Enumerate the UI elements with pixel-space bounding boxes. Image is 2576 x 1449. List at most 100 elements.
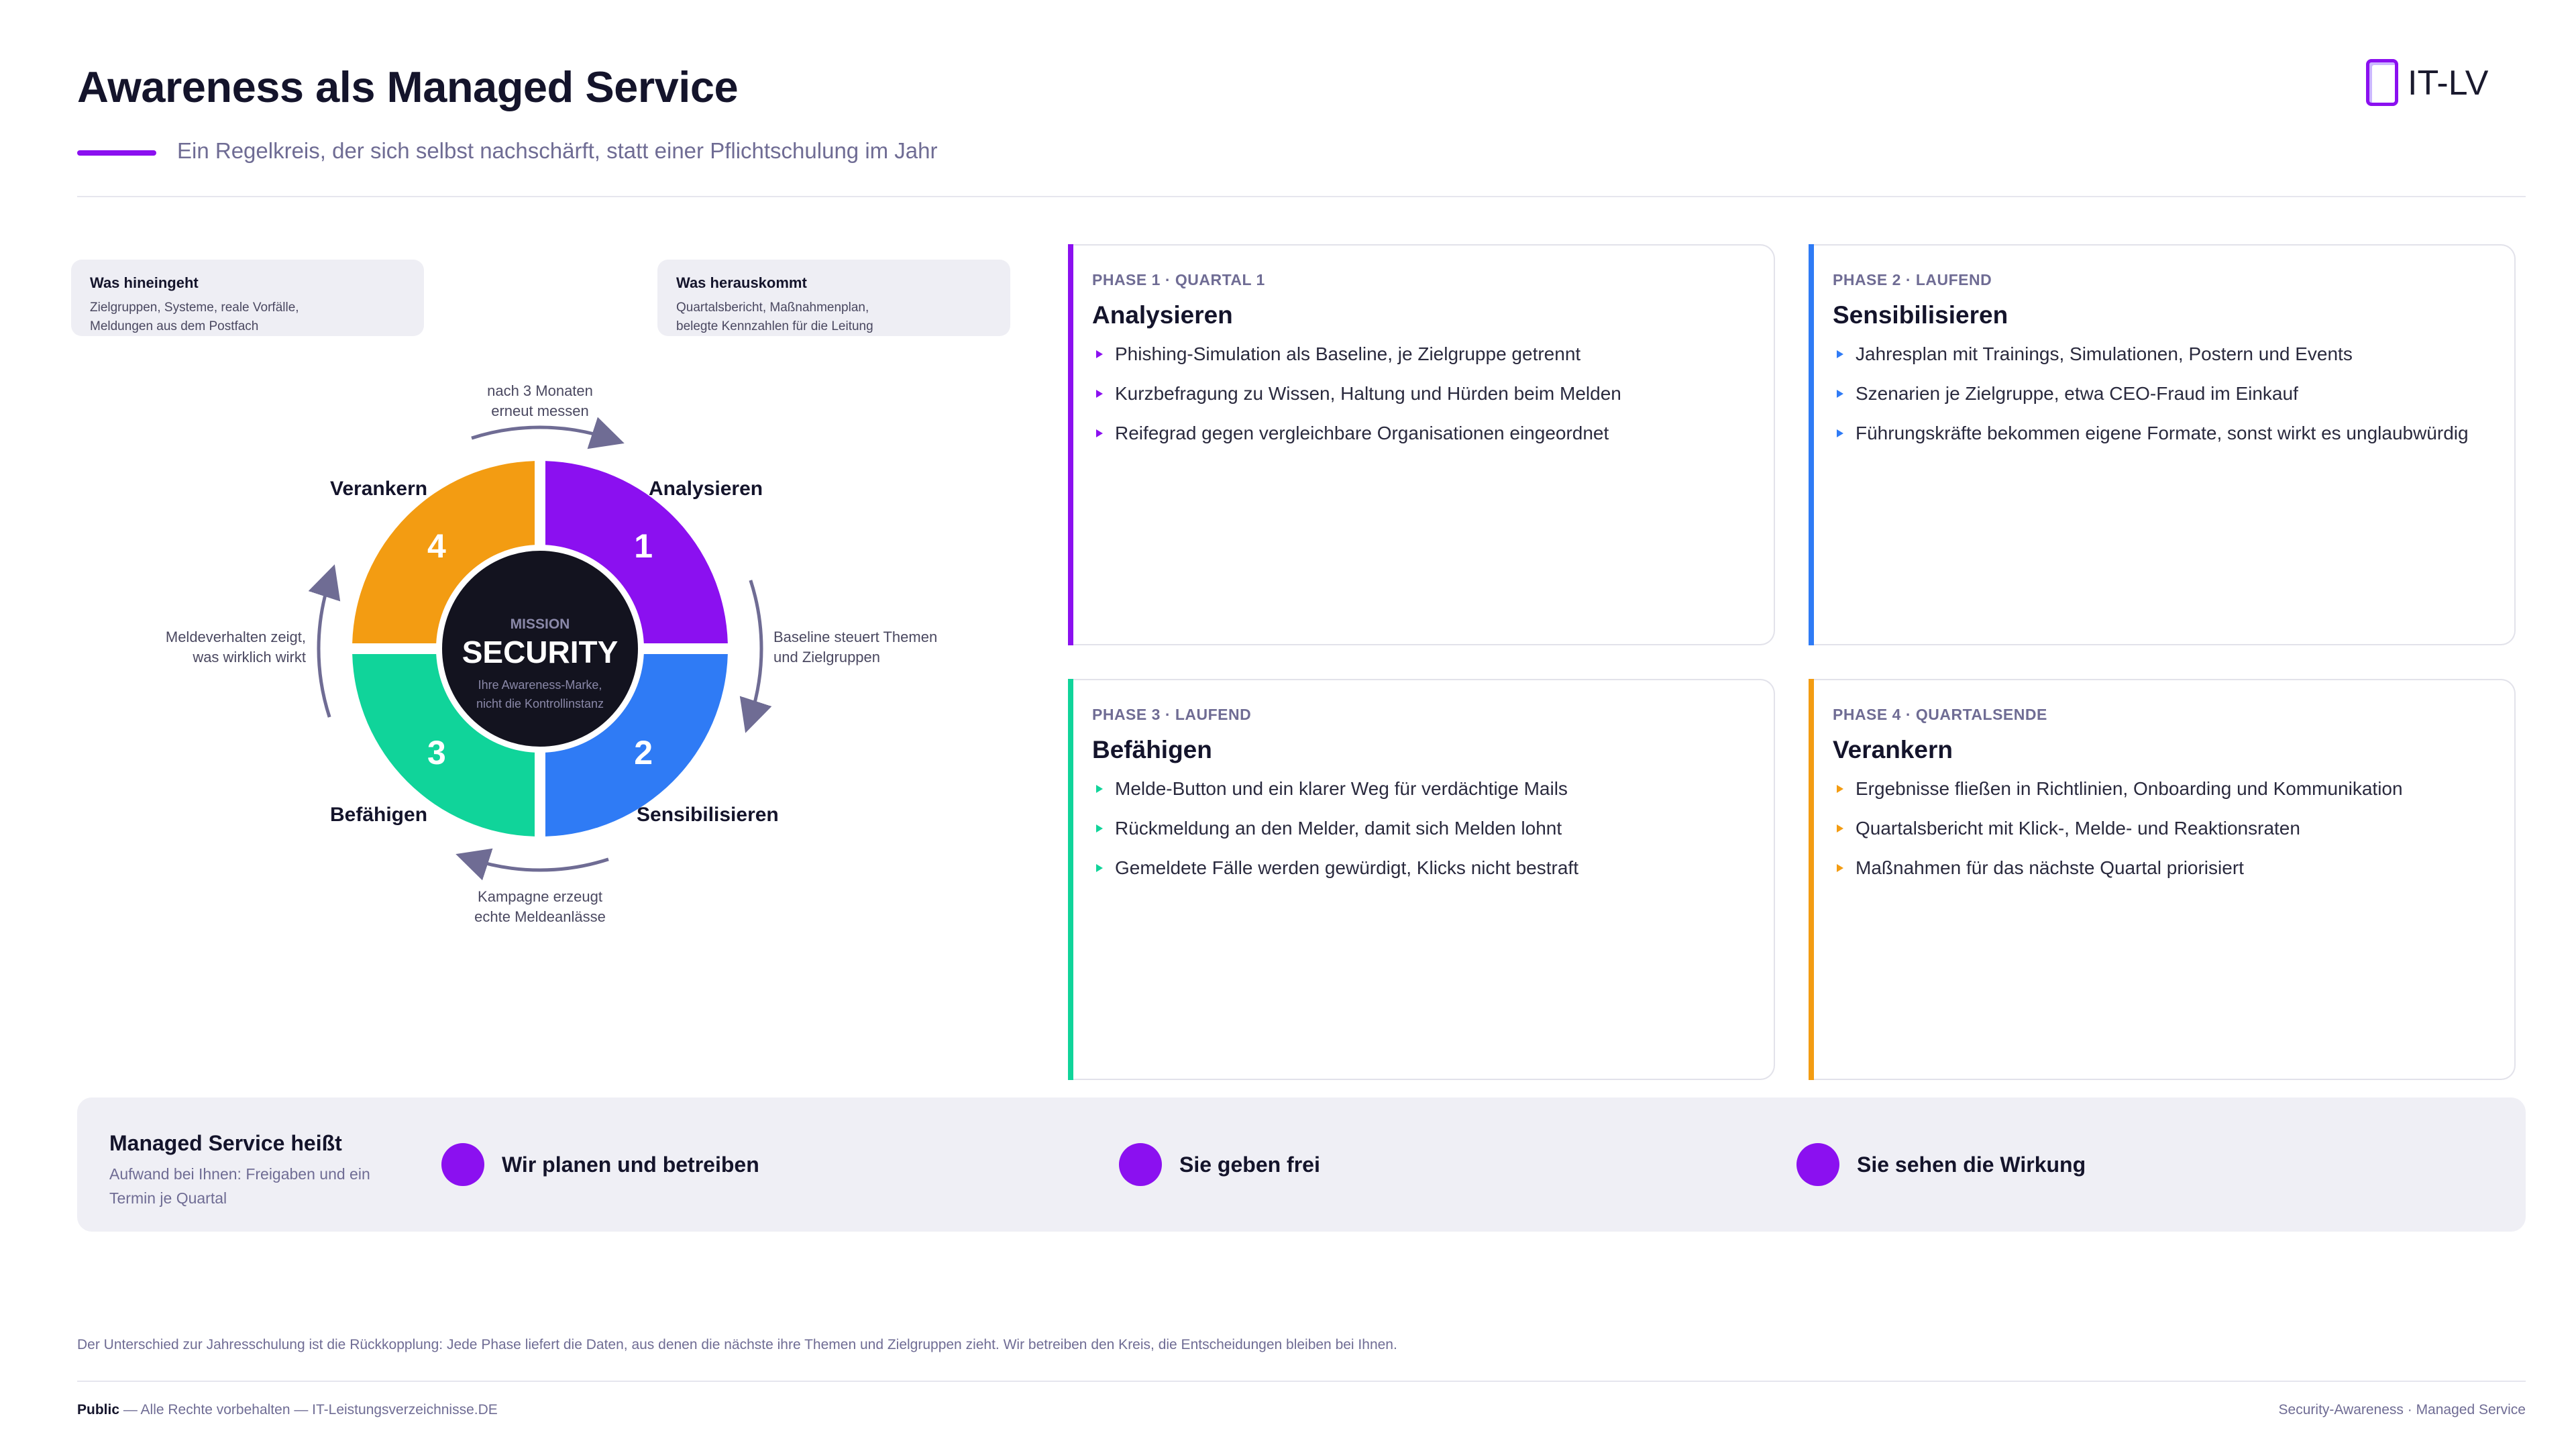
inputs-box-line2: Meldungen aus dem Postfach bbox=[90, 319, 259, 333]
pill-dot-icon bbox=[441, 1143, 484, 1186]
phase-card-4-title: Verankern bbox=[1833, 736, 1953, 763]
bullet-item: Gemeldete Fälle werden gewürdigt, Klicks… bbox=[1092, 855, 1754, 881]
inputs-box-title: Was hineingeht bbox=[90, 274, 199, 291]
outputs-box: Was herauskommt Quartalsbericht, Maßnahm… bbox=[657, 260, 1010, 336]
center-sub1: Ihre Awareness-Marke, bbox=[478, 678, 602, 692]
footer-classification: Public bbox=[77, 1402, 120, 1417]
arrow-left-icon bbox=[308, 564, 341, 718]
arrow-right-icon bbox=[739, 580, 772, 733]
phase-card-4-phase: PHASE 4 · QUARTALSENDE bbox=[1833, 706, 2047, 723]
arrow-bottom-icon bbox=[455, 848, 609, 881]
bullet-triangle-icon bbox=[1096, 390, 1103, 398]
note-right-line2: und Zielgruppen bbox=[773, 649, 881, 665]
phase-card-3-phase: PHASE 3 · LAUFEND bbox=[1092, 706, 1252, 723]
title-accent-line bbox=[77, 150, 156, 156]
bullet-item: Reifegrad gegen vergleichbare Organisati… bbox=[1092, 421, 1754, 446]
strip-subtitle: Aufwand bei Ihnen: Freigaben und ein Ter… bbox=[109, 1162, 405, 1210]
center-sub2: nicht die Kontrollinstanz bbox=[476, 697, 604, 710]
phase-card-3-title: Befähigen bbox=[1092, 736, 1212, 763]
outputs-box-title: Was herauskommt bbox=[676, 274, 807, 291]
pill-label-approve: Sie geben frei bbox=[1179, 1152, 1320, 1177]
phase-card-3-bullets: Melde-Button und ein klarer Weg für verd… bbox=[1092, 776, 1754, 881]
phase-card-4: PHASE 4 · QUARTALSENDE Verankern Ergebni… bbox=[1809, 679, 2516, 1080]
cycle-segment-number-4: 4 bbox=[427, 527, 446, 565]
note-bottom-line1: Kampagne erzeugt bbox=[478, 888, 602, 905]
phase-card-4-bar bbox=[1809, 679, 1814, 1080]
bullet-item: Führungskräfte bekommen eigene Formate, … bbox=[1833, 421, 2494, 446]
note-top-line2: erneut messen bbox=[491, 402, 589, 419]
bullet-triangle-icon bbox=[1096, 429, 1103, 437]
phase-card-2: PHASE 2 · LAUFEND Sensibilisieren Jahres… bbox=[1809, 244, 2516, 645]
bullet-triangle-icon bbox=[1096, 864, 1103, 872]
note-left-line2: was wirklich wirkt bbox=[193, 649, 306, 665]
footer-left: Public — Alle Rechte vorbehalten — IT-Le… bbox=[77, 1402, 498, 1418]
outputs-box-line1: Quartalsbericht, Maßnahmenplan, bbox=[676, 301, 869, 315]
segment-label-analysieren: Analysieren bbox=[649, 478, 763, 500]
cycle-segment-2 bbox=[545, 653, 728, 837]
bullet-item: Phishing-Simulation als Baseline, je Zie… bbox=[1092, 341, 1754, 367]
bullet-item: Kurzbefragung zu Wissen, Haltung und Hür… bbox=[1092, 381, 1754, 407]
phase-card-1: PHASE 1 · QUARTAL 1 Analysieren Phishing… bbox=[1068, 244, 1775, 645]
footer-divider bbox=[77, 1381, 2526, 1382]
note-left-line1: Meldeverhalten zeigt, bbox=[165, 629, 306, 645]
bullet-item: Ergebnisse fließen in Richtlinien, Onboa… bbox=[1833, 776, 2494, 802]
bullet-triangle-icon bbox=[1837, 390, 1843, 398]
pill-dot-icon bbox=[1119, 1143, 1162, 1186]
managed-service-strip: Managed Service heißt Aufwand bei Ihnen:… bbox=[77, 1097, 2526, 1232]
page-subtitle: Ein Regelkreis, der sich selbst nachschä… bbox=[177, 138, 938, 163]
bullet-triangle-icon bbox=[1837, 864, 1843, 872]
footnote: Der Unterschied zur Jahresschulung ist d… bbox=[77, 1337, 1397, 1352]
note-bottom-line2: echte Meldeanlässe bbox=[474, 908, 606, 925]
footer-copyright: — Alle Rechte vorbehalten — IT-Leistungs… bbox=[119, 1402, 498, 1417]
bullet-item: Maßnahmen für das nächste Quartal priori… bbox=[1833, 855, 2494, 881]
center-circle bbox=[437, 545, 643, 752]
phase-card-1-phase: PHASE 1 · QUARTAL 1 bbox=[1092, 271, 1265, 288]
header-divider bbox=[77, 196, 2526, 197]
inputs-box: Was hineingeht Zielgruppen, Systeme, rea… bbox=[71, 260, 424, 336]
pill-dot-icon bbox=[1796, 1143, 1839, 1186]
arrow-top-icon bbox=[471, 417, 625, 449]
segment-label-befaehigen: Befähigen bbox=[330, 804, 428, 826]
note-left: Meldeverhalten zeigt, was wirklich wirkt bbox=[107, 627, 306, 667]
strip-title: Managed Service heißt bbox=[109, 1131, 342, 1155]
note-right-line1: Baseline steuert Themen bbox=[773, 629, 938, 645]
note-right: Baseline steuert Themen und Zielgruppen bbox=[773, 627, 975, 667]
bullet-triangle-icon bbox=[1096, 785, 1103, 793]
strip-subtitle-line2: Termin je Quartal bbox=[109, 1189, 227, 1207]
phase-card-2-bar bbox=[1809, 244, 1814, 645]
bullet-triangle-icon bbox=[1837, 785, 1843, 793]
bullet-item: Melde-Button und ein klarer Weg für verd… bbox=[1092, 776, 1754, 802]
cycle-segment-4 bbox=[352, 461, 535, 644]
logo-icon bbox=[2366, 59, 2398, 106]
center-title: SECURITY bbox=[462, 635, 619, 669]
inputs-box-line1: Zielgruppen, Systeme, reale Vorfälle, bbox=[90, 301, 299, 315]
note-top-line1: nach 3 Monaten bbox=[487, 382, 593, 399]
cycle-segment-number-3: 3 bbox=[427, 734, 446, 771]
bullet-item: Jahresplan mit Trainings, Simulationen, … bbox=[1833, 341, 2494, 367]
bullet-triangle-icon bbox=[1096, 350, 1103, 358]
note-bottom: Kampagne erzeugt echte Meldeanlässe bbox=[456, 887, 624, 927]
logo-text: IT-LV bbox=[2408, 64, 2489, 103]
bullet-triangle-icon bbox=[1837, 429, 1843, 437]
phase-card-3: PHASE 3 · LAUFEND Befähigen Melde-Button… bbox=[1068, 679, 1775, 1080]
cycle-diagram: 1 2 3 4 MISSION SECURITY Ihre Awareness-Mar… bbox=[308, 417, 772, 881]
company-logo: IT-LV bbox=[2366, 59, 2500, 110]
phase-card-3-bar bbox=[1068, 679, 1073, 1080]
phase-card-2-bullets: Jahresplan mit Trainings, Simulationen, … bbox=[1833, 341, 2494, 446]
cycle-segment-number-2: 2 bbox=[634, 734, 653, 771]
cycle-segment-1 bbox=[545, 461, 728, 644]
bullet-triangle-icon bbox=[1096, 824, 1103, 833]
outputs-box-line2: belegte Kennzahlen für die Leitung bbox=[676, 319, 873, 333]
strip-subtitle-line1: Aufwand bei Ihnen: Freigaben und ein bbox=[109, 1165, 370, 1183]
cycle-segment-3 bbox=[352, 653, 535, 837]
bullet-triangle-icon bbox=[1837, 824, 1843, 833]
phase-card-1-title: Analysieren bbox=[1092, 301, 1233, 329]
page-title: Awareness als Managed Service bbox=[77, 62, 739, 111]
phase-card-4-bullets: Ergebnisse fließen in Richtlinien, Onboa… bbox=[1833, 776, 2494, 881]
phase-card-1-bar bbox=[1068, 244, 1073, 645]
segment-label-verankern: Verankern bbox=[330, 478, 428, 500]
footer-right: Security-Awareness · Managed Service bbox=[2278, 1402, 2526, 1417]
bullet-item: Szenarien je Zielgruppe, etwa CEO-Fraud … bbox=[1833, 381, 2494, 407]
bullet-triangle-icon bbox=[1837, 350, 1843, 358]
note-top: nach 3 Monaten erneut messen bbox=[473, 381, 607, 421]
